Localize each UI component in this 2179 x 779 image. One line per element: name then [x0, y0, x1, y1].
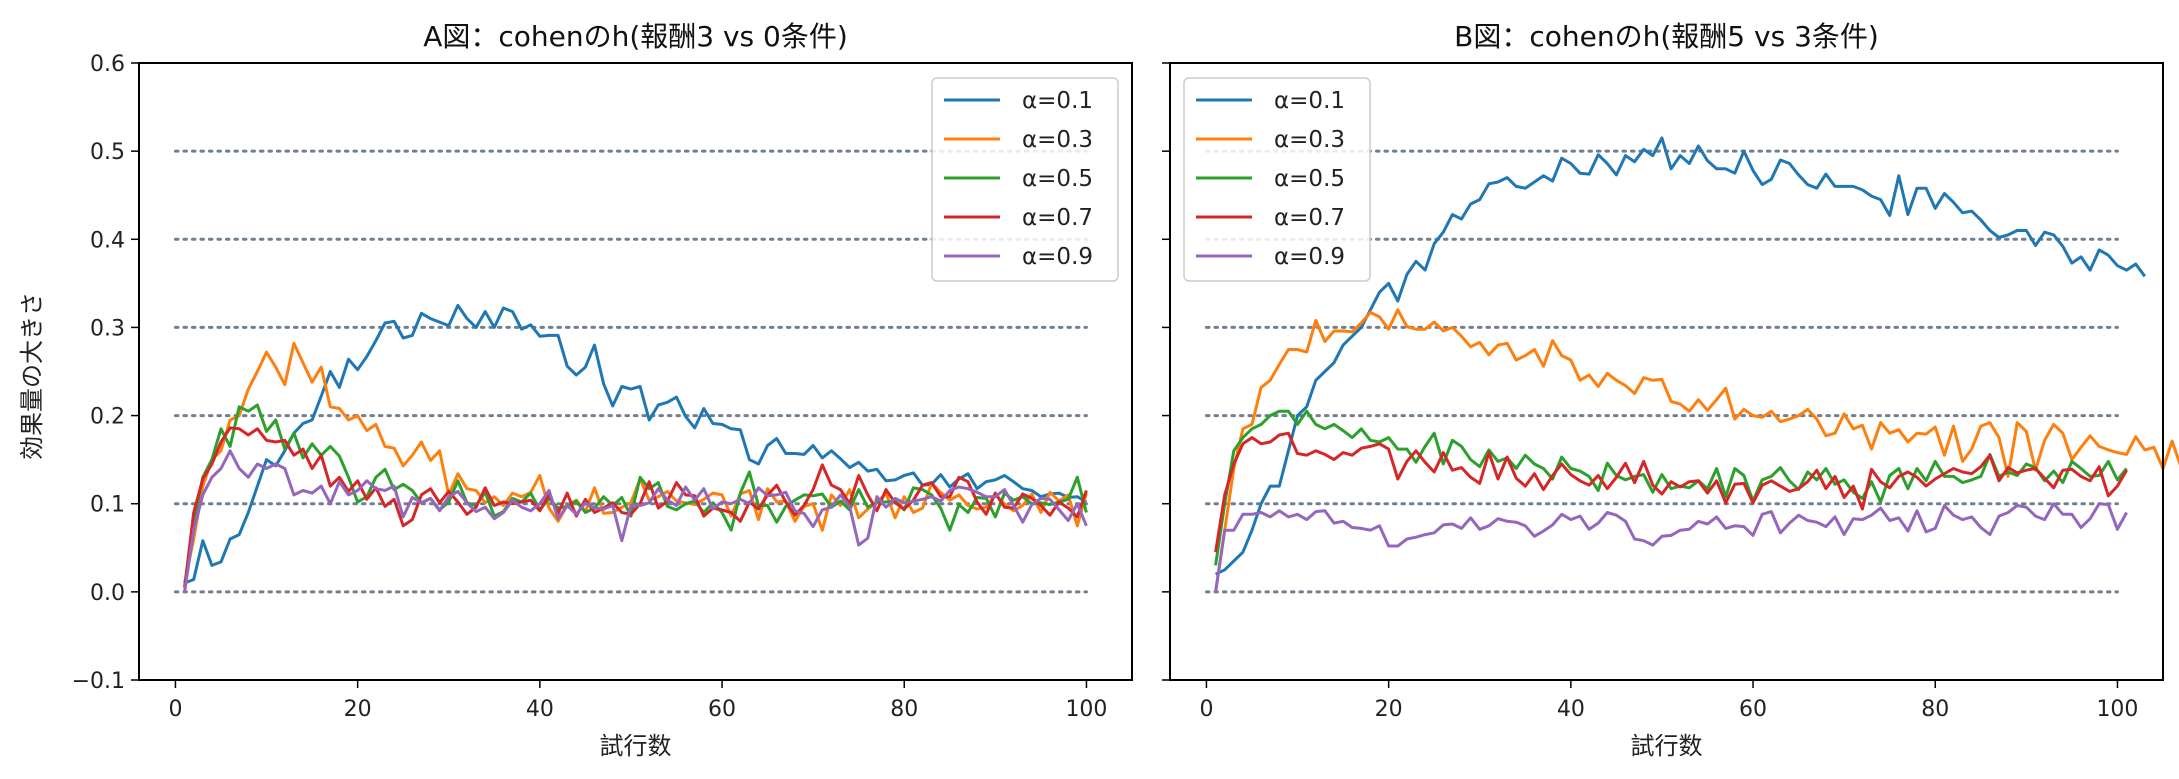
- legend-box: [931, 77, 1119, 282]
- x-tick-label: 20: [1375, 697, 1403, 722]
- series-line-2: [1214, 308, 2179, 593]
- y-tick-label: 0.2: [90, 405, 125, 430]
- panel-a: 0 20 40 60 80 100 −0.1 0.0 0.1 0.2 0.3 0.4 0.5 0.6 A…: [72, 20, 1133, 760]
- legend-label: α=0.3: [1274, 127, 1345, 153]
- legend-label: α=0.5: [1022, 166, 1093, 192]
- y-tick-label: 0.4: [90, 228, 125, 253]
- series-line-1: [184, 303, 1088, 585]
- legend-label: α=0.7: [1274, 205, 1345, 231]
- panel-a-legend: α=0.1 α=0.3 α=0.5 α=0.7 α=0.9: [931, 77, 1119, 282]
- panel-a-series: [183, 303, 1088, 593]
- legend-box: [1183, 77, 1371, 282]
- x-tick-label: 80: [890, 697, 918, 722]
- x-tick-label: 40: [526, 697, 554, 722]
- series-line-3: [183, 403, 1088, 588]
- panel-a-x-axis-label: 試行数: [600, 732, 672, 760]
- legend-label: α=0.7: [1022, 205, 1093, 231]
- x-tick-label: 20: [344, 697, 372, 722]
- series-line-5: [183, 449, 1088, 593]
- x-tick-label: 60: [1739, 697, 1767, 722]
- panel-b: 0 20 40 60 80 100 B図：cohenのh(報酬5 vs 3条件) 試行数 …: [1162, 20, 2179, 760]
- panel-b-legend: α=0.1 α=0.3 α=0.5 α=0.7 α=0.9: [1183, 77, 1371, 282]
- x-tick-label: 60: [708, 697, 736, 722]
- panel-b-title: B図：cohenのh(報酬5 vs 3条件): [1454, 20, 1879, 53]
- y-tick-label: 0.5: [90, 140, 125, 165]
- x-tick-label: 40: [1557, 697, 1585, 722]
- legend-label: α=0.9: [1022, 244, 1093, 270]
- series-line-4: [1214, 431, 2128, 553]
- panel-b-x-axis-label: 試行数: [1631, 732, 1703, 760]
- y-tick-label: −0.1: [72, 669, 125, 694]
- y-tick-label: 0.1: [90, 493, 125, 518]
- shared-y-axis-label: 効果量の大きさ: [18, 292, 46, 460]
- x-tick-label: 100: [2096, 697, 2138, 722]
- x-tick-label: 0: [1199, 697, 1213, 722]
- series-line-4: [183, 426, 1088, 588]
- y-tick-label: 0.6: [90, 52, 125, 77]
- panel-a-x-ticks: 0 20 40 60 80 100: [168, 680, 1107, 722]
- y-tick-label: 0.0: [90, 581, 125, 606]
- x-tick-label: 80: [1921, 697, 1949, 722]
- series-line-3: [1214, 409, 2128, 566]
- x-tick-label: 100: [1065, 697, 1107, 722]
- panel-b-series: [1214, 136, 2179, 593]
- legend-label: α=0.9: [1274, 244, 1345, 270]
- panel-b-x-ticks: 0 20 40 60 80 100: [1199, 680, 2138, 722]
- legend-label: α=0.3: [1022, 127, 1093, 153]
- panel-a-title: A図：cohenのh(報酬3 vs 0条件): [423, 20, 848, 53]
- panel-a-plot-frame: [138, 62, 1133, 681]
- legend-label: α=0.1: [1274, 88, 1345, 114]
- x-tick-label: 0: [168, 697, 182, 722]
- series-line-5: [1214, 502, 2128, 593]
- panel-a-y-ticks: −0.1 0.0 0.1 0.2 0.3 0.4 0.5 0.6: [72, 52, 139, 694]
- panel-b-plot-frame: [1169, 62, 2164, 681]
- panel-b-y-ticks: [1162, 62, 1170, 681]
- legend-label: α=0.1: [1022, 88, 1093, 114]
- y-tick-label: 0.3: [90, 316, 125, 341]
- series-line-1: [1214, 136, 2147, 576]
- legend-label: α=0.5: [1274, 166, 1345, 192]
